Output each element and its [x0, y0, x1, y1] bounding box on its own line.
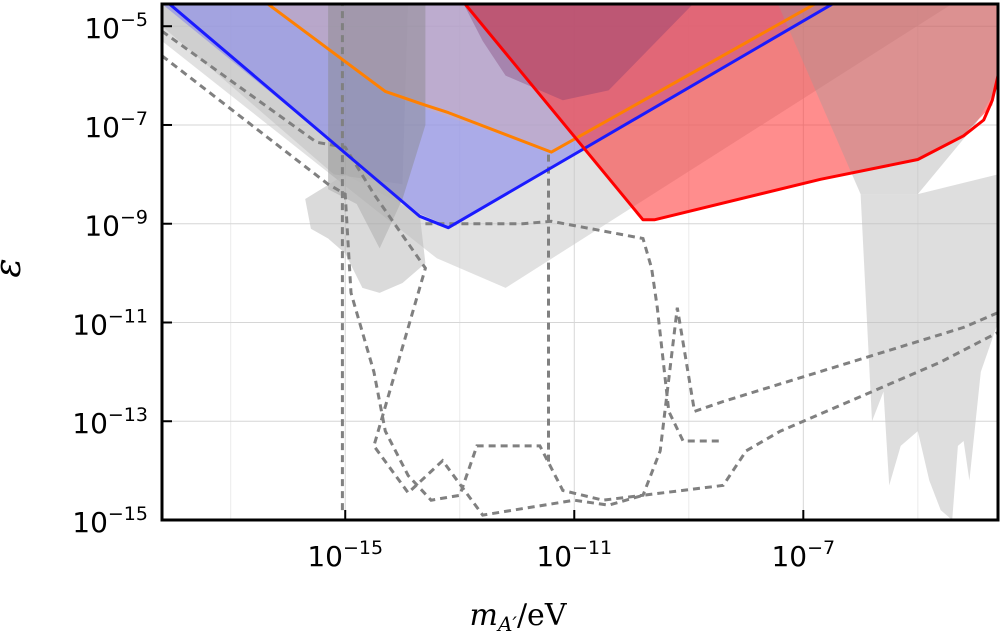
x-axis-label: mA′/eV: [470, 598, 568, 636]
y-tick-label: 10−7: [84, 108, 148, 144]
y-tick-label: 10−13: [72, 404, 148, 440]
y-tick-label-exp: −15: [108, 503, 148, 525]
y-tick-label-base: 10: [72, 407, 108, 440]
axis-ticks: 10−15 10−11 10−710−510−710−910−1110−1310−1…: [72, 9, 835, 573]
region-gray-spikes-right: [860, 174, 998, 520]
y-tick-label: 10−9: [84, 207, 148, 243]
region-gray-spikes-left: [305, 174, 426, 293]
y-tick-label-base: 10: [72, 308, 108, 341]
x-tick-label-exp: −15: [343, 537, 383, 559]
x-axis-label-main: m: [470, 598, 498, 633]
y-tick-label-base: 10: [72, 506, 108, 539]
y-tick-label-exp: −9: [120, 207, 148, 229]
x-tick-label: 10−15: [307, 537, 383, 573]
series-line-orange: [265, 4, 818, 154]
dashed-curve-dashed-upper-left: [162, 29, 998, 517]
x-tick-label: 10−7: [771, 537, 835, 573]
dashed-projections: [162, 4, 998, 517]
x-tick-label-exp: −11: [572, 537, 612, 559]
y-tick-label-base: 10: [84, 111, 120, 144]
series-line-blue: [167, 4, 836, 230]
y-tick-label: 10−5: [84, 9, 148, 45]
x-axis-label-sub: A′: [496, 612, 517, 636]
y-axis-label: ε: [0, 258, 29, 277]
y-tick-label-exp: −13: [108, 404, 148, 426]
y-tick-label-exp: −5: [120, 9, 148, 31]
plot-frame: [160, 2, 1000, 522]
y-tick-label-base: 10: [84, 12, 120, 45]
x-tick-label-base: 10: [536, 540, 572, 573]
x-axis-label-unit: /eV: [517, 598, 568, 633]
x-tick-label-base: 10: [771, 540, 807, 573]
dashed-curve-dashed-lower-left: [162, 54, 998, 502]
y-tick-label-base: 10: [84, 210, 120, 243]
y-tick-label: 10−15: [72, 503, 148, 539]
y-tick-label: 10−11: [72, 305, 148, 341]
constraint-lines: [167, 4, 998, 230]
y-tick-label-exp: −7: [120, 108, 148, 130]
x-tick-label: 10−11: [536, 537, 612, 573]
y-tick-label-exp: −11: [108, 305, 148, 327]
series-line-red: [463, 4, 998, 222]
x-tick-label-exp: −7: [807, 537, 835, 559]
x-tick-label-base: 10: [307, 540, 343, 573]
region-purple-overlap: [463, 4, 693, 101]
